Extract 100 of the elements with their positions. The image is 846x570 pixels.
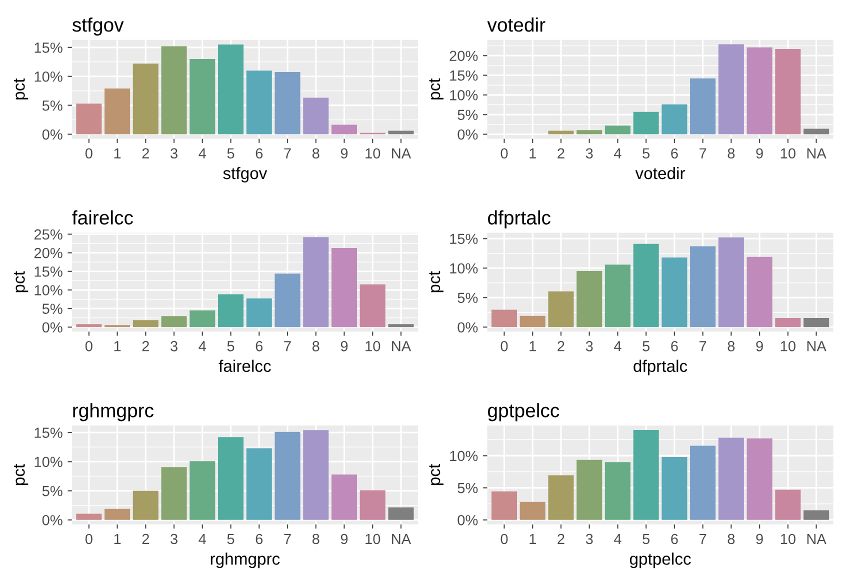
bar (662, 104, 688, 134)
bar (104, 508, 130, 520)
y-tick-label: 10% (450, 90, 478, 100)
bar (491, 310, 518, 328)
x-tick-label: 4 (198, 148, 206, 158)
bar (775, 490, 801, 520)
x-tick-label: 8 (312, 148, 320, 159)
bar (746, 256, 772, 328)
x-tick-label: 3 (586, 534, 593, 544)
y-tick-label: 15% (450, 234, 478, 244)
x-tick-label: 6 (671, 148, 678, 159)
x-tick-label: 10 (780, 148, 796, 159)
x-axis-title: gptpelcc (630, 552, 691, 568)
x-tick-label: 10 (366, 341, 380, 352)
bar (161, 316, 187, 328)
chart-title: dfprtalc (488, 210, 550, 228)
bar (775, 48, 801, 134)
bar (303, 98, 329, 134)
x-tick-label: 1 (530, 148, 536, 158)
x-tick-label: 2 (558, 148, 564, 158)
y-tick-label: 15% (450, 70, 478, 81)
bar (190, 461, 216, 520)
x-tick-label: 7 (700, 534, 706, 544)
x-tick-label: 4 (198, 534, 206, 544)
x-tick-label: 8 (728, 341, 735, 352)
x-tick-label: 7 (700, 341, 706, 352)
x-tick-label: 0 (500, 148, 508, 159)
bar (274, 432, 300, 520)
x-tick-label: 1 (114, 148, 121, 158)
bar (604, 264, 630, 328)
bar (576, 460, 602, 520)
y-axis-title: pct (429, 271, 444, 292)
y-tick-label: 5% (42, 304, 62, 314)
bar (76, 324, 102, 328)
x-tick-label: 10 (780, 341, 796, 352)
x-tick-label: 4 (614, 341, 622, 352)
x-tick-label: 5 (642, 534, 650, 544)
y-axis-title: pct (14, 78, 28, 100)
y-axis-title: pct (429, 464, 444, 485)
x-tick-label: 6 (256, 148, 263, 159)
y-tick-label: 0% (458, 322, 478, 333)
chart-title: stfgov (72, 17, 124, 36)
bar (246, 70, 272, 134)
bar (604, 126, 630, 134)
y-tick-label: 5% (458, 110, 478, 120)
bar (548, 291, 574, 328)
bar (633, 244, 659, 328)
bar (303, 237, 329, 328)
y-tick-label: 10% (34, 285, 62, 296)
x-tick-label: 3 (170, 148, 178, 159)
x-tick-label: NA (392, 148, 412, 158)
bar (520, 502, 546, 520)
bar (690, 78, 716, 134)
bar (804, 510, 830, 520)
y-tick-label: 0% (458, 515, 478, 526)
bar (76, 514, 102, 520)
bar (132, 64, 158, 134)
bar (360, 284, 386, 328)
x-tick-label: 10 (366, 534, 380, 544)
bar (132, 490, 158, 520)
bar (274, 274, 300, 328)
x-tick-label: 8 (728, 534, 735, 544)
x-tick-label: 9 (756, 534, 763, 544)
x-tick-label: 5 (642, 341, 650, 352)
x-tick-label: 10 (366, 148, 380, 159)
x-tick-label: 9 (756, 341, 763, 352)
bar (246, 448, 272, 520)
y-tick-label: 20% (450, 50, 478, 62)
x-axis-title: rghmgprc (210, 552, 280, 568)
bar (303, 430, 329, 520)
y-tick-label: 15% (34, 266, 62, 277)
bar (690, 246, 716, 328)
x-axis-title: dfprtalc (634, 360, 688, 376)
bar (388, 324, 414, 328)
x-axis-title: stfgov (223, 166, 268, 182)
y-tick-label: 10% (450, 263, 478, 274)
x-tick-label: 3 (170, 534, 178, 544)
x-tick-label: NA (392, 534, 412, 544)
x-tick-label: 3 (170, 341, 178, 352)
bar (775, 318, 801, 328)
bar (576, 271, 602, 328)
bar (662, 456, 688, 520)
chart-title: rghmgprc (73, 403, 154, 422)
bar (388, 130, 414, 134)
bar (331, 124, 358, 134)
y-tick-label: 15% (34, 42, 62, 53)
bar (746, 47, 772, 134)
bar (132, 320, 158, 328)
x-tick-label: 0 (500, 341, 508, 352)
x-tick-label: 6 (256, 534, 263, 544)
bar (718, 44, 744, 134)
x-tick-label: 7 (700, 148, 706, 158)
bar (76, 104, 102, 134)
bar (331, 248, 358, 328)
x-tick-label: 1 (530, 534, 536, 544)
bar (190, 59, 216, 134)
x-tick-label: 1 (114, 534, 121, 544)
x-tick-label: 4 (198, 341, 206, 352)
bar (491, 491, 518, 520)
x-tick-label: 2 (558, 534, 564, 544)
